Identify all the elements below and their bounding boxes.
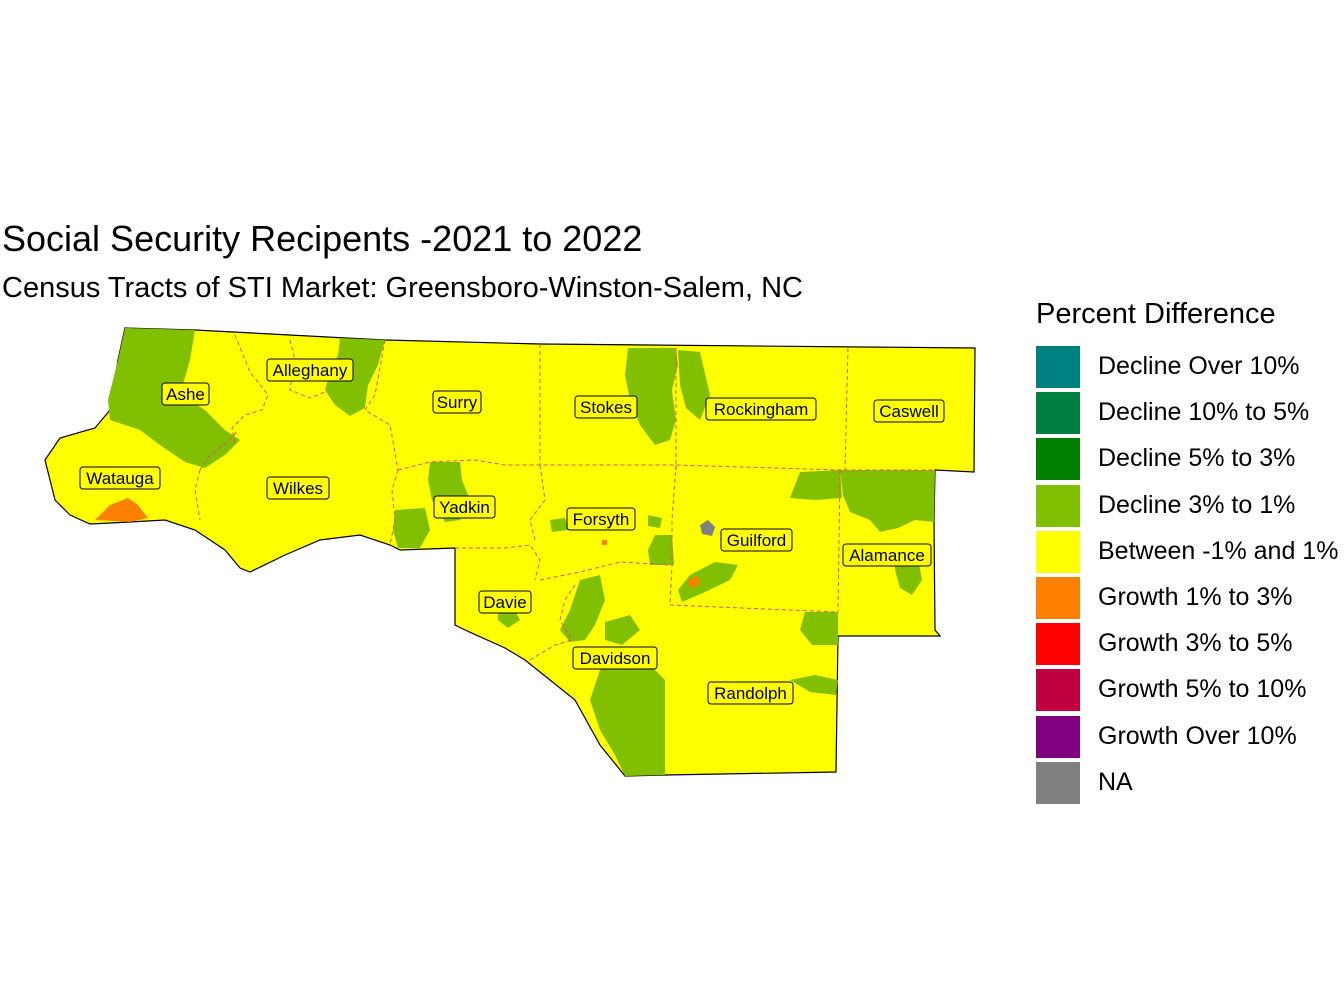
tract-guilford-s [678, 562, 738, 602]
legend-item: Growth 3% to 5% [1036, 623, 1342, 667]
tract-randolph-ne [800, 612, 838, 645]
map-title: Social Security Recipents -2021 to 2022 [2, 218, 643, 259]
label-yadkin: Yadkin [433, 495, 496, 519]
label-stokes: Stokes [574, 395, 638, 419]
svg-text:Randolph: Randolph [714, 684, 787, 703]
svg-text:Watauga: Watauga [86, 469, 154, 488]
legend-swatch [1036, 715, 1080, 758]
growth-tracts [95, 498, 700, 588]
legend-swatch [1036, 761, 1080, 804]
legend-title: Percent Difference [1036, 298, 1276, 330]
legend-swatch [1036, 438, 1080, 481]
choropleth-map: Ashe Alleghany Surry Stokes Rockingham C… [44, 327, 976, 777]
tract-stokes [625, 348, 678, 445]
legend-label: Growth 3% to 5% [1098, 629, 1293, 658]
legend-label: Decline 5% to 3% [1098, 444, 1296, 473]
svg-text:Guilford: Guilford [727, 531, 787, 550]
tract-alamance-n [840, 470, 935, 532]
svg-text:Surry: Surry [437, 393, 478, 412]
label-surry: Surry [432, 390, 482, 414]
tract-yadkin-w [393, 508, 430, 548]
legend-item: Growth Over 10% [1036, 715, 1342, 760]
svg-text:Davie: Davie [483, 593, 526, 612]
label-davie: Davie [478, 590, 532, 614]
label-davidson: Davidson [572, 646, 658, 670]
legend-label: NA [1098, 767, 1133, 796]
legend-swatch [1036, 669, 1080, 712]
legend-label: Decline 10% to 5% [1098, 398, 1310, 427]
svg-text:Ashe: Ashe [166, 385, 205, 404]
svg-text:Yadkin: Yadkin [439, 498, 490, 517]
label-wilkes: Wilkes [266, 476, 330, 500]
map-subtitle: Census Tracts of STI Market: Greensboro-… [2, 272, 803, 304]
label-watauga: Watauga [79, 466, 161, 490]
legend-item: Decline 3% to 1% [1036, 484, 1342, 529]
legend-swatch [1036, 577, 1080, 619]
label-alleghany: Alleghany [266, 358, 354, 382]
svg-text:Caswell: Caswell [879, 402, 939, 421]
tract-forsyth-2 [648, 515, 662, 528]
legend-item: Growth 5% to 10% [1036, 669, 1342, 713]
label-rockingham: Rockingham [705, 397, 817, 421]
legend-label: Growth 1% to 3% [1098, 583, 1293, 611]
tract-guilford-orange [688, 576, 700, 588]
legend-swatch [1036, 346, 1080, 388]
tract-davidson-c [605, 615, 640, 645]
legend-label: Decline Over 10% [1098, 352, 1300, 380]
label-alamance: Alamance [842, 543, 932, 567]
legend-item: Decline 5% to 3% [1036, 438, 1342, 482]
legend-swatch [1036, 392, 1080, 435]
region-base [44, 327, 976, 777]
tract-forsyth-orange [602, 540, 607, 545]
tract-guilford-ne [790, 470, 842, 500]
label-ashe: Ashe [161, 382, 210, 406]
legend-swatch [1036, 530, 1080, 573]
legend-item: Growth 1% to 3% [1036, 577, 1342, 621]
legend-swatch [1036, 484, 1080, 527]
tract-davidson-s [590, 660, 665, 776]
legend-label: Growth 5% to 10% [1098, 675, 1307, 704]
county-labels: Ashe Alleghany Surry Stokes Rockingham C… [79, 358, 945, 705]
svg-text:Forsyth: Forsyth [573, 510, 630, 529]
label-caswell: Caswell [873, 399, 945, 423]
svg-text:Davidson: Davidson [580, 649, 651, 668]
legend-swatch [1036, 623, 1080, 666]
label-forsyth: Forsyth [566, 507, 636, 531]
svg-text:Rockingham: Rockingham [714, 400, 809, 419]
legend-item: Decline 10% to 5% [1036, 392, 1342, 436]
svg-text:Alleghany: Alleghany [273, 361, 348, 380]
legend-item: Decline Over 10% [1036, 346, 1342, 390]
label-randolph: Randolph [707, 681, 794, 705]
tract-alleghany [325, 338, 385, 416]
legend-label: Growth Over 10% [1098, 721, 1297, 750]
legend-label: Decline 3% to 1% [1098, 490, 1296, 519]
tract-forsyth-3 [648, 535, 674, 565]
tract-randolph-e [790, 675, 838, 695]
legend-item: Between -1% and 1% [1036, 530, 1342, 575]
svg-text:Wilkes: Wilkes [273, 479, 323, 498]
svg-text:Stokes: Stokes [580, 398, 632, 417]
tract-forsyth-1 [550, 518, 568, 532]
legend-item: NA [1036, 761, 1342, 806]
svg-text:Alamance: Alamance [849, 546, 925, 565]
tract-guilford-na [700, 520, 715, 536]
label-guilford: Guilford [720, 528, 793, 552]
tract-rockingham [678, 350, 710, 420]
legend-label: Between -1% and 1% [1098, 536, 1339, 565]
tract-watauga-orange [95, 498, 148, 522]
county-boundaries [194, 334, 935, 661]
tract-davidson-n [560, 575, 605, 642]
